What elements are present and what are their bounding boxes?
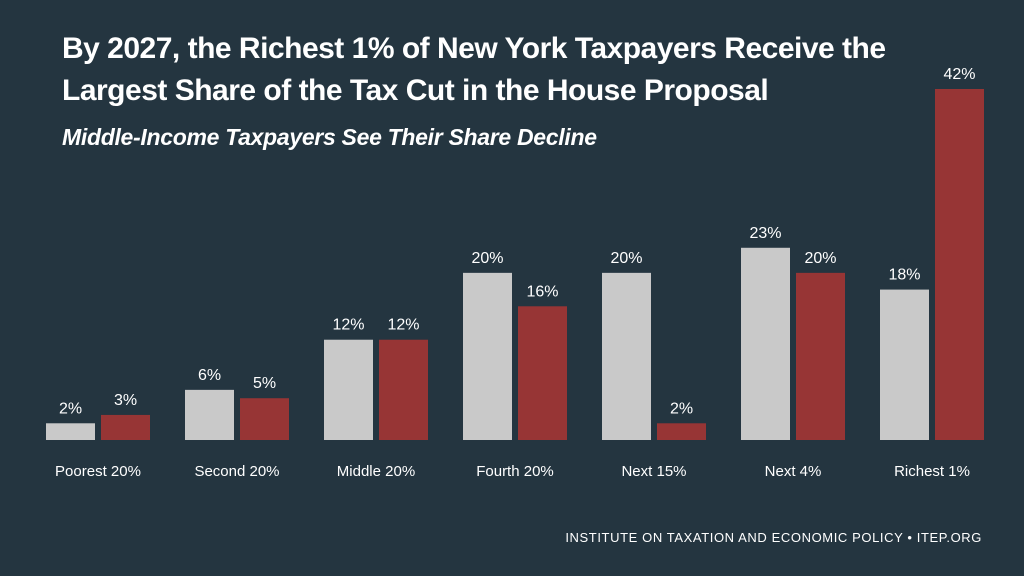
data-label: 23% bbox=[749, 225, 781, 242]
data-label: 20% bbox=[610, 250, 642, 267]
data-label: 2% bbox=[59, 400, 82, 417]
x-tick-label: Second 20% bbox=[194, 463, 279, 480]
bar-group: 20% 16% bbox=[463, 250, 567, 440]
source-footer: INSTITUTE ON TAXATION AND ECONOMIC POLIC… bbox=[565, 530, 982, 545]
bar bbox=[379, 340, 428, 440]
data-label: 12% bbox=[387, 317, 419, 334]
data-label: 20% bbox=[804, 250, 836, 267]
x-tick-label: Next 15% bbox=[621, 463, 686, 480]
bar bbox=[463, 273, 512, 440]
bar bbox=[46, 423, 95, 440]
data-label: 3% bbox=[114, 392, 137, 409]
data-label: 20% bbox=[471, 250, 503, 267]
bar bbox=[101, 415, 150, 440]
bar bbox=[657, 423, 706, 440]
data-label: 2% bbox=[670, 400, 693, 417]
data-label: 42% bbox=[943, 66, 975, 83]
data-label: 12% bbox=[332, 317, 364, 334]
bar-group: 12% 12% bbox=[324, 317, 428, 440]
bar-group: 23% 20% bbox=[741, 225, 845, 440]
x-tick-label: Richest 1% bbox=[894, 463, 970, 480]
bar-chart: 2% 3% Poorest 20% 6% 5% Second 20% 12% 12% Middl… bbox=[0, 0, 1024, 576]
x-tick-label: Next 4% bbox=[765, 463, 822, 480]
bar bbox=[880, 290, 929, 440]
bar bbox=[240, 398, 289, 440]
bar bbox=[185, 390, 234, 440]
x-tick-label: Poorest 20% bbox=[55, 463, 141, 480]
bar bbox=[324, 340, 373, 440]
data-label: 5% bbox=[253, 375, 276, 392]
bar bbox=[518, 306, 567, 440]
x-tick-label: Fourth 20% bbox=[476, 463, 554, 480]
data-label: 18% bbox=[888, 267, 920, 284]
data-label: 6% bbox=[198, 367, 221, 384]
bar-group: 2% 3% bbox=[46, 392, 150, 440]
bar-group: 6% 5% bbox=[185, 367, 289, 440]
bar-group: 20% 2% bbox=[602, 250, 706, 440]
bar-group: 18% 42% bbox=[880, 66, 984, 440]
bar bbox=[741, 248, 790, 440]
bar bbox=[935, 89, 984, 440]
data-label: 16% bbox=[526, 283, 558, 300]
bar bbox=[796, 273, 845, 440]
x-tick-label: Middle 20% bbox=[337, 463, 415, 480]
bar bbox=[602, 273, 651, 440]
